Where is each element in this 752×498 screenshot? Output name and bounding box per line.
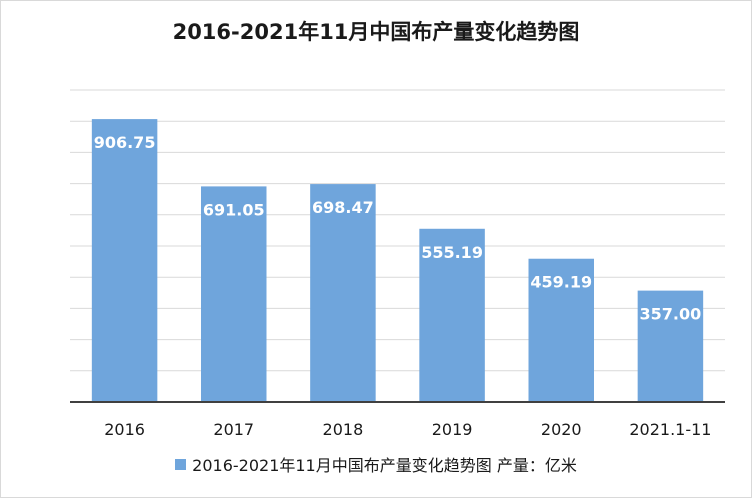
bar-2021.1-11 bbox=[637, 290, 704, 402]
gridlines bbox=[70, 89, 725, 372]
x-tick-label: 2020 bbox=[541, 420, 582, 439]
bar-2020 bbox=[528, 258, 594, 402]
x-tick-label: 2021.1-11 bbox=[629, 420, 711, 439]
bar-2017 bbox=[201, 186, 267, 402]
legend-swatch bbox=[175, 459, 187, 470]
data-label: 691.05 bbox=[203, 200, 265, 219]
data-label: 357.00 bbox=[640, 305, 702, 324]
x-axis-tick-labels: 2016 2017 2018 2019 2020 2021.1-11 bbox=[104, 420, 711, 439]
bar-group bbox=[91, 119, 704, 403]
data-label: 698.47 bbox=[312, 198, 374, 217]
x-tick-label: 2016 bbox=[104, 420, 145, 439]
legend-label: 2016-2021年11月中国布产量变化趋势图 产量：亿米 bbox=[192, 456, 577, 475]
data-labels: 906.75 691.05 698.47 555.19 459.19 357.00 bbox=[94, 133, 702, 324]
legend: 2016-2021年11月中国布产量变化趋势图 产量：亿米 bbox=[0, 452, 752, 476]
data-label: 906.75 bbox=[94, 133, 156, 152]
data-label: 555.19 bbox=[421, 243, 483, 262]
chart-title: 2016-2021年11月中国布产量变化趋势图 bbox=[172, 20, 580, 44]
bar-2016 bbox=[91, 119, 158, 403]
bar-2019 bbox=[419, 228, 485, 402]
data-label: 459.19 bbox=[530, 273, 592, 292]
bar-2018 bbox=[310, 184, 376, 402]
x-tick-label: 2019 bbox=[432, 420, 473, 439]
x-tick-label: 2017 bbox=[213, 420, 254, 439]
x-tick-label: 2018 bbox=[323, 420, 364, 439]
